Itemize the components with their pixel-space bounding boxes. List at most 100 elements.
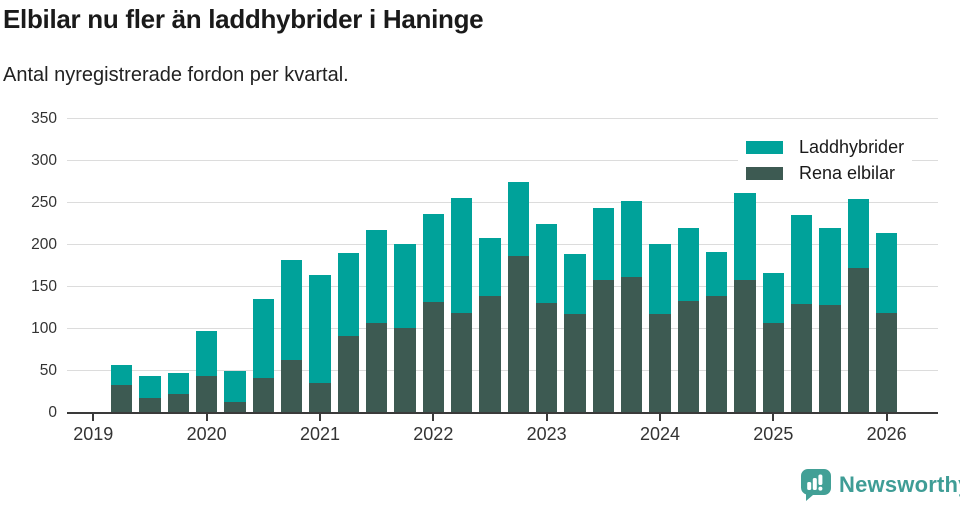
bar-2020-Q4-Rena-elbilar — [309, 382, 331, 412]
chart-title: Elbilar nu fler än laddhybrider i Haning… — [3, 4, 484, 34]
bar-2019-Q4-Laddhybrider — [195, 331, 218, 376]
x-axis-tick-2023 — [545, 414, 548, 421]
x-axis-tick-2026 — [885, 414, 888, 421]
bar-2025-Q4-Laddhybrider — [875, 233, 898, 313]
gridline-y-250 — [67, 201, 938, 204]
bar-2019-Q3-Laddhybrider — [167, 373, 190, 395]
gridline-y-150 — [67, 285, 938, 288]
gridline-y-350 — [67, 117, 938, 120]
y-axis-label-250: 250 — [31, 193, 57, 211]
bar-2023-Q4-Rena-elbilar — [649, 313, 671, 412]
y-axis-label-50: 50 — [39, 361, 57, 379]
legend-label-rena-elbilar: Rena elbilar — [799, 163, 896, 183]
bar-2022-Q2-Laddhybrider — [479, 238, 501, 297]
newsworthy-brand-link[interactable]: Newsworthy — [800, 468, 960, 501]
bar-2021-Q1-Laddhybrider — [337, 253, 360, 337]
bar-2024-Q3-Laddhybrider — [734, 192, 756, 281]
x-axis-label-2023: 2023 — [526, 424, 567, 444]
x-axis-tick-2020 — [205, 414, 208, 421]
bar-2025-Q4-Rena-elbilar — [875, 312, 898, 412]
bar-2022-Q4-Laddhybrider — [535, 223, 558, 303]
x-axis-line — [67, 411, 938, 414]
y-axis-label-350: 350 — [31, 109, 57, 127]
gridline-y-100 — [67, 327, 938, 330]
chart-legend: Laddhybrider Rena elbilar — [738, 132, 913, 189]
bar-2019-Q1-Laddhybrider — [110, 364, 133, 386]
gridline-y-200 — [67, 243, 938, 246]
legend-swatch-rena-elbilar — [746, 167, 783, 180]
x-axis-label-2020: 2020 — [186, 424, 227, 444]
bar-2020-Q2-Rena-elbilar — [252, 377, 275, 412]
bar-2019-Q4-Rena-elbilar — [195, 375, 218, 412]
bar-2024-Q2-Rena-elbilar — [705, 296, 728, 412]
bar-2019-Q2-Rena-elbilar — [139, 397, 161, 412]
y-axis-label-150: 150 — [31, 277, 57, 295]
bar-2020-Q1-Laddhybrider — [224, 370, 246, 402]
bar-2021-Q1-Rena-elbilar — [337, 336, 360, 412]
x-axis-label-2021: 2021 — [299, 424, 340, 444]
bar-2020-Q3-Laddhybrider — [280, 259, 303, 360]
bar-2020-Q1-Rena-elbilar — [224, 401, 246, 412]
bar-2025-Q3-Laddhybrider — [847, 198, 870, 268]
bar-2023-Q2-Rena-elbilar — [592, 280, 615, 412]
bar-2023-Q1-Rena-elbilar — [564, 313, 586, 412]
legend-swatch-laddhybrider — [746, 141, 783, 154]
newsworthy-logo-icon — [801, 469, 831, 501]
y-axis-label-100: 100 — [31, 319, 57, 337]
bar-2020-Q3-Rena-elbilar — [280, 359, 303, 412]
bar-2021-Q3-Rena-elbilar — [394, 328, 416, 412]
x-axis-tick-2024 — [659, 414, 661, 421]
bar-2021-Q2-Laddhybrider — [365, 229, 388, 323]
x-axis-tick-2019 — [92, 414, 95, 421]
bar-2024-Q4-Laddhybrider — [762, 273, 785, 323]
bar-2025-Q1-Rena-elbilar — [790, 303, 813, 412]
newsworthy-brand-text: Newsworthy — [839, 471, 960, 497]
bar-2020-Q4-Laddhybrider — [309, 275, 331, 383]
bar-2024-Q4-Rena-elbilar — [762, 322, 785, 412]
bar-2021-Q3-Laddhybrider — [394, 244, 416, 328]
bar-2019-Q3-Rena-elbilar — [167, 394, 190, 412]
bar-2023-Q4-Laddhybrider — [649, 244, 671, 314]
x-axis-tick-2021 — [318, 414, 321, 421]
x-axis-label-2024: 2024 — [639, 424, 681, 444]
x-axis-tick-2022 — [432, 414, 435, 421]
x-axis-label-2025: 2025 — [753, 424, 794, 444]
bar-2024-Q1-Rena-elbilar — [677, 301, 700, 412]
bar-2019-Q1-Rena-elbilar — [110, 385, 133, 412]
bar-2025-Q1-Laddhybrider — [790, 215, 813, 304]
bar-2022-Q3-Rena-elbilar — [507, 255, 530, 412]
x-axis-label-2022: 2022 — [413, 424, 454, 444]
legend-item-laddhybrider: Laddhybrider — [746, 138, 904, 157]
bar-2024-Q2-Laddhybrider — [705, 252, 728, 297]
bar-2020-Q2-Laddhybrider — [252, 298, 275, 378]
bar-2025-Q2-Rena-elbilar — [819, 305, 841, 412]
bar-2021-Q2-Rena-elbilar — [365, 322, 388, 412]
bar-2025-Q2-Laddhybrider — [819, 228, 841, 306]
y-axis-label-0: 0 — [48, 403, 57, 421]
x-axis-label-2026: 2026 — [866, 424, 907, 444]
x-axis-tick-2025 — [772, 414, 775, 421]
bar-2024-Q3-Rena-elbilar — [734, 280, 756, 412]
legend-item-rena-elbilar: Rena elbilar — [746, 164, 904, 183]
bar-2023-Q3-Laddhybrider — [620, 201, 643, 277]
bar-2022-Q1-Laddhybrider — [450, 197, 473, 313]
chart-subtitle: Antal nyregistrerade fordon per kvartal. — [3, 64, 349, 86]
bar-2021-Q4-Rena-elbilar — [422, 301, 445, 412]
bar-2022-Q2-Rena-elbilar — [479, 296, 501, 412]
gridline-y-300 — [67, 159, 938, 162]
bar-2025-Q3-Rena-elbilar — [847, 267, 870, 412]
bar-2023-Q2-Laddhybrider — [592, 207, 615, 281]
legend-label-laddhybrider: Laddhybrider — [799, 137, 905, 157]
gridline-y-50 — [67, 369, 938, 372]
bar-2019-Q2-Laddhybrider — [139, 375, 161, 398]
bar-2023-Q3-Rena-elbilar — [620, 276, 643, 412]
bar-2021-Q4-Laddhybrider — [422, 213, 445, 302]
bar-2024-Q1-Laddhybrider — [677, 228, 700, 302]
bar-2023-Q1-Laddhybrider — [564, 254, 586, 314]
y-axis-label-300: 300 — [31, 151, 57, 169]
bar-2022-Q4-Rena-elbilar — [535, 302, 558, 412]
bar-2022-Q1-Rena-elbilar — [450, 312, 473, 412]
x-axis-label-2019: 2019 — [73, 424, 114, 444]
